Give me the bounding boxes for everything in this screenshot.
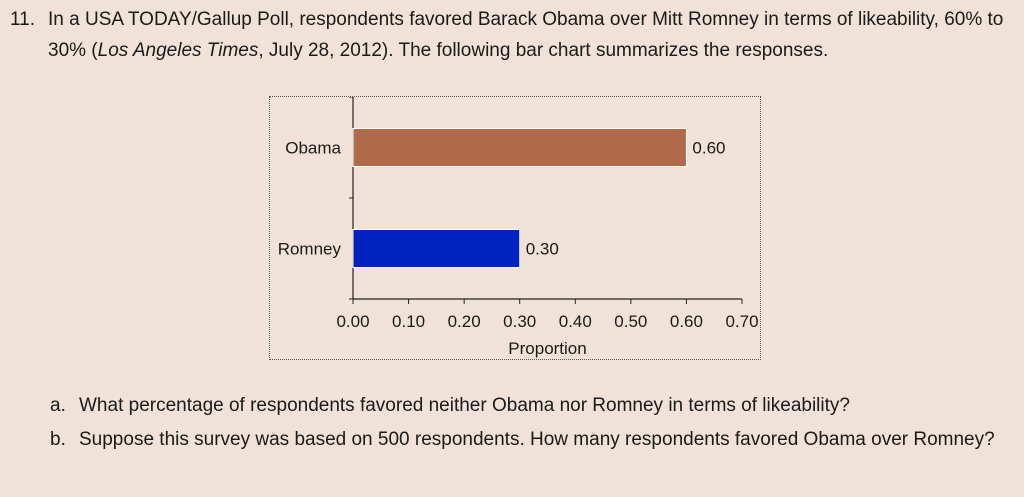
question-b: b. Suppose this survey was based on 500 … bbox=[50, 423, 1010, 457]
problem-statement: 11. In a USA TODAY/Gallup Poll, responde… bbox=[10, 4, 1010, 66]
x-tick-label: 0.40 bbox=[559, 312, 592, 331]
problem-source: Los Angeles Times bbox=[97, 40, 259, 61]
data-label: 0.30 bbox=[526, 240, 559, 259]
bar-chart: 0.00 0.10 0.20 0.30 0.40 0.50 0.60 0.70 Proporti… bbox=[278, 97, 759, 358]
question-text: Suppose this survey was based on 500 res… bbox=[79, 429, 995, 450]
x-tick-label: 0.00 bbox=[336, 312, 369, 331]
x-axis-label: Proportion bbox=[508, 339, 586, 358]
questions-list: a. What percentage of respondents favore… bbox=[50, 389, 1010, 457]
question-label: a. bbox=[50, 395, 66, 416]
x-tick-label: 0.10 bbox=[392, 312, 425, 331]
problem-text-outro: , July 28, 2012). The following bar char… bbox=[258, 40, 829, 61]
question-text: What percentage of respondents favored n… bbox=[79, 395, 850, 416]
x-tick-label: 0.20 bbox=[448, 312, 481, 331]
question-label: b. bbox=[50, 429, 66, 450]
x-tick-label: 0.30 bbox=[503, 312, 536, 331]
x-tick-label: 0.60 bbox=[670, 312, 703, 331]
bar-obama bbox=[352, 128, 687, 167]
question-a: a. What percentage of respondents favore… bbox=[50, 389, 1010, 423]
data-label: 0.60 bbox=[692, 139, 725, 158]
category-label: Romney bbox=[278, 240, 342, 259]
x-tick-label: 0.50 bbox=[614, 312, 647, 331]
problem-text-intro: In a USA TODAY/Gallup Poll, respondents … bbox=[48, 9, 1004, 61]
bar-chart-frame: 0.00 0.10 0.20 0.30 0.40 0.50 0.60 0.70 Proporti… bbox=[269, 96, 761, 360]
bar-romney bbox=[352, 229, 521, 268]
x-tick-label: 0.70 bbox=[725, 312, 758, 331]
category-label: Obama bbox=[285, 139, 341, 158]
problem-number: 11. bbox=[10, 9, 36, 30]
problem-text: In a USA TODAY/Gallup Poll, respondents … bbox=[48, 4, 1010, 66]
